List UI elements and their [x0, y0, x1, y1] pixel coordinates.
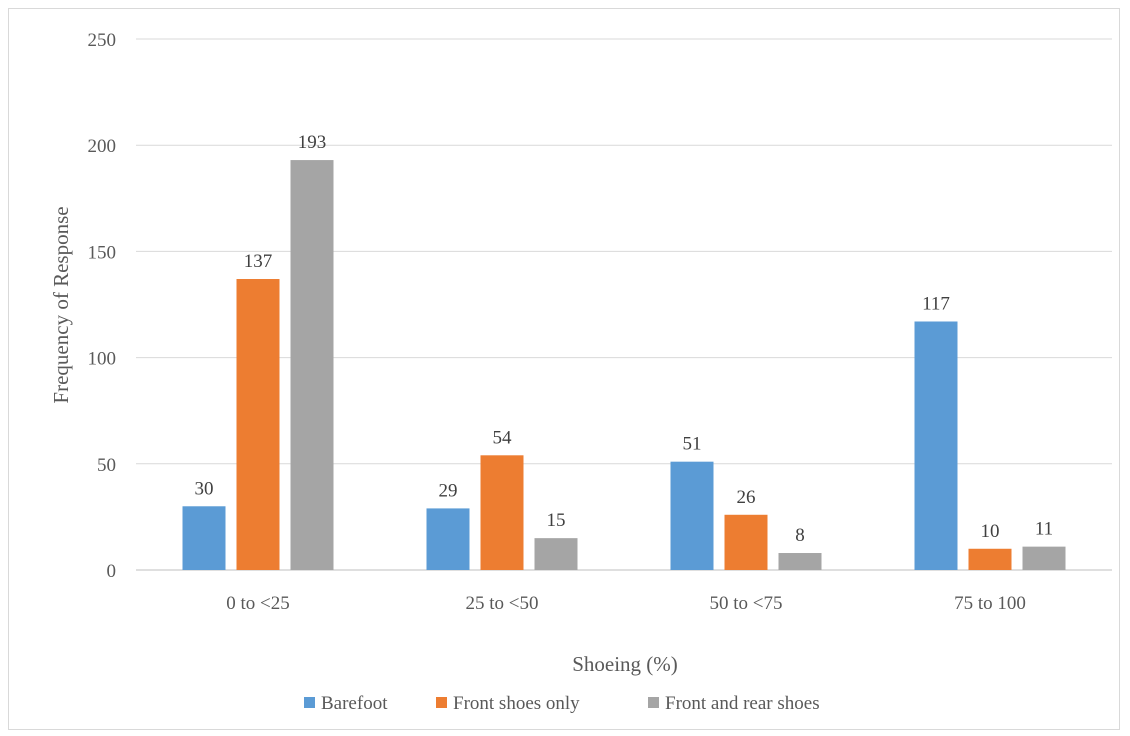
y-tick-label: 50	[97, 455, 116, 476]
legend-label: Barefoot	[321, 693, 388, 714]
x-tick-label: 25 to <50	[466, 593, 539, 614]
data-label: 54	[493, 427, 513, 448]
bar	[426, 508, 470, 570]
y-axis-title: Frequency of Response	[49, 206, 73, 403]
x-axis-title: Shoeing (%)	[572, 652, 678, 676]
data-label: 29	[439, 480, 458, 501]
data-labels: 30 137 193 29 54 15 51 26 8 117 10 11	[195, 132, 1054, 546]
data-label: 193	[298, 132, 327, 153]
x-tick-label: 0 to <25	[226, 593, 290, 614]
data-label: 137	[244, 251, 273, 272]
bar	[968, 548, 1012, 570]
bars	[182, 160, 1066, 570]
y-tick-label: 200	[88, 136, 117, 157]
y-tick-label: 250	[88, 30, 117, 51]
data-label: 30	[195, 478, 214, 499]
data-label: 26	[737, 487, 756, 508]
y-tick-label: 100	[88, 349, 117, 370]
y-axis-ticks: 0 50 100 150 200 250	[88, 30, 117, 582]
bar	[778, 553, 822, 570]
bar	[534, 538, 578, 570]
bar	[724, 514, 768, 570]
bar	[182, 506, 226, 570]
legend: Barefoot Front shoes only Front and rear s…	[304, 693, 820, 714]
legend-swatch	[648, 697, 659, 708]
gridlines	[136, 38, 1112, 571]
x-tick-label: 75 to 100	[954, 593, 1026, 614]
legend-swatch	[304, 697, 315, 708]
bar	[1022, 546, 1066, 570]
legend-label: Front and rear shoes	[665, 693, 820, 714]
y-tick-label: 150	[88, 242, 117, 263]
data-label: 51	[683, 434, 702, 455]
bar	[480, 455, 524, 570]
x-tick-label: 50 to <75	[710, 593, 783, 614]
bar	[914, 321, 958, 570]
data-label: 11	[1035, 519, 1053, 540]
data-label: 8	[795, 525, 805, 546]
legend-label: Front shoes only	[453, 693, 580, 714]
bar	[670, 461, 714, 570]
bar	[290, 160, 334, 570]
bar	[236, 279, 280, 570]
data-label: 15	[547, 510, 566, 531]
x-axis-ticks: 0 to <25 25 to <50 50 to <75 75 to 100	[226, 593, 1026, 614]
legend-swatch	[436, 697, 447, 708]
data-label: 10	[981, 521, 1000, 542]
y-tick-label: 0	[107, 561, 117, 582]
data-label: 117	[922, 293, 950, 314]
